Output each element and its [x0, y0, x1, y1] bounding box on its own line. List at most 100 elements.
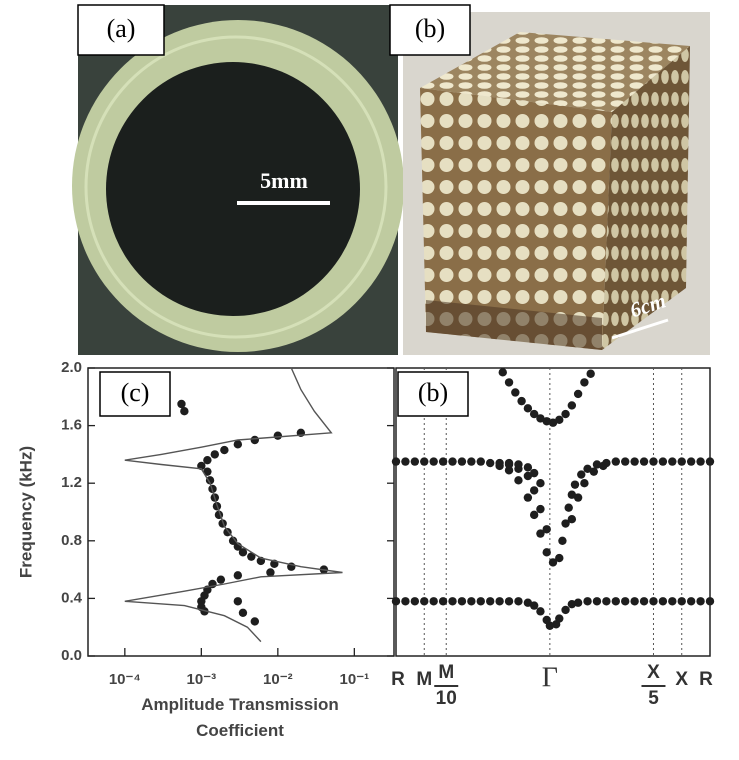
theory-line [124, 367, 343, 643]
data-point [247, 552, 256, 561]
data-point [498, 368, 507, 377]
y-tick-label: 2.0 [61, 359, 82, 376]
data-point [429, 597, 438, 606]
data-point [639, 597, 649, 606]
data-point [514, 476, 523, 485]
data-point [586, 369, 595, 378]
data-point [567, 490, 577, 499]
photo-a: 5mm (a) [72, 4, 404, 355]
data-point [523, 493, 533, 502]
data-point [391, 597, 401, 606]
data-point [504, 458, 514, 468]
data-point [511, 388, 520, 397]
data-point [611, 457, 620, 466]
data-point [696, 457, 705, 466]
y-tick-label: 0.0 [61, 647, 82, 664]
data-point [630, 597, 639, 606]
data-point [220, 445, 229, 455]
data-point [266, 568, 275, 577]
data-point [658, 457, 668, 466]
data-point [410, 597, 420, 606]
data-point [233, 440, 243, 449]
data-point [536, 414, 545, 423]
data-point [649, 597, 658, 606]
data-point [589, 467, 599, 476]
data-point [523, 404, 533, 413]
data-point [504, 378, 514, 387]
data-point [273, 431, 283, 440]
x-tick-label: 10⁻² [263, 671, 293, 688]
data-point [210, 450, 220, 459]
data-point [180, 407, 189, 416]
data-point [457, 597, 467, 606]
data-point [561, 605, 570, 615]
data-point [564, 503, 573, 512]
data-point [573, 389, 583, 399]
data-point [448, 457, 457, 466]
data-point [205, 476, 215, 485]
panel-label: (a) [107, 14, 136, 43]
data-point [561, 409, 570, 419]
x-tick-label: 10⁻³ [187, 671, 217, 688]
data-point [548, 558, 558, 567]
data-point [467, 457, 476, 466]
data-point [536, 479, 545, 488]
data-point [686, 457, 696, 466]
data-point [542, 417, 551, 426]
y-axis-title: Frequency (kHz) [16, 446, 35, 578]
data-point [529, 601, 539, 610]
data-point [567, 515, 577, 524]
data-point [561, 519, 570, 528]
data-point [177, 399, 186, 409]
data-point [401, 597, 410, 606]
data-point [696, 597, 705, 606]
data-point [705, 597, 715, 606]
data-point [580, 378, 589, 387]
data-point [391, 457, 401, 466]
data-point [639, 457, 649, 466]
data-point [592, 460, 602, 469]
data-point [668, 597, 677, 606]
data-point [233, 571, 243, 580]
data-point [523, 598, 533, 607]
data-point [555, 553, 564, 563]
data-point [420, 457, 429, 466]
data-point [658, 597, 668, 606]
panel-label: (b) [415, 14, 445, 43]
plot-frame [395, 367, 711, 657]
x-tick-label: R [699, 669, 713, 690]
data-point [476, 597, 485, 606]
data-point [250, 617, 260, 626]
data-point [542, 548, 551, 557]
photo-b: 6cm (b) [389, 4, 710, 355]
data-point [621, 597, 630, 606]
data-point [486, 597, 495, 606]
x-tick-label: M 10 [436, 662, 457, 709]
data-point [401, 457, 410, 466]
data-point [250, 435, 260, 445]
data-point [514, 597, 523, 606]
data-point [536, 529, 545, 538]
data-point [197, 597, 206, 606]
data-point [429, 457, 438, 466]
data-point [577, 470, 586, 479]
y-tick-label: 0.8 [61, 532, 82, 549]
data-point [438, 457, 448, 466]
data-point [567, 599, 577, 609]
data-point [705, 457, 715, 466]
data-point [573, 493, 583, 502]
plot-frame [87, 367, 395, 657]
data-point [514, 460, 523, 469]
data-point [523, 463, 533, 472]
data-point [233, 597, 243, 606]
data-point [529, 468, 539, 478]
data-point [548, 418, 558, 427]
data-point [536, 504, 545, 514]
data-point [602, 597, 611, 606]
data-point [216, 575, 226, 584]
data-point [573, 598, 583, 607]
y-tick-label: 1.6 [61, 417, 82, 434]
data-point [203, 467, 212, 476]
data-point [630, 457, 639, 466]
